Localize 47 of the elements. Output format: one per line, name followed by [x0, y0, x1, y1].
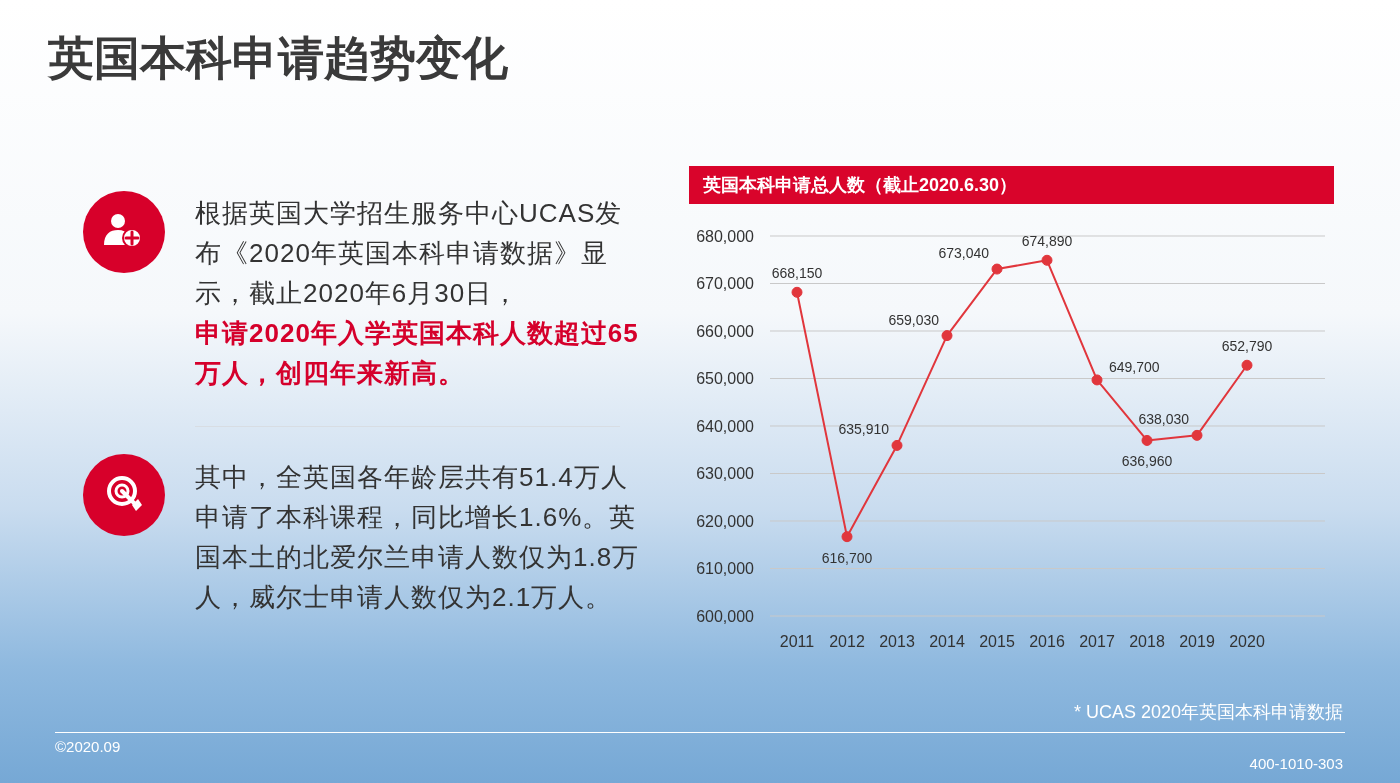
y-tick-label: 610,000 — [696, 560, 755, 578]
y-tick-label: 620,000 — [696, 512, 755, 530]
text: 400-1010-303 — [1249, 755, 1343, 772]
point — [891, 439, 903, 451]
point — [791, 286, 803, 298]
point — [1141, 434, 1153, 446]
data-label: 616,700 — [821, 549, 873, 566]
text: 根据英国大学招生服务中心UCAS发布《2020年英国本科申请数据》显示，截止2020年6月30日， — [195, 198, 623, 308]
data-label: 674,890 — [1021, 233, 1073, 250]
y-tick-label: 660,000 — [696, 322, 755, 340]
x-tick-label: 2018 — [1129, 633, 1165, 651]
y-tick-label: 670,000 — [696, 275, 755, 293]
x-tick-label: 2012 — [829, 633, 865, 651]
point — [1191, 429, 1203, 441]
data-label: 668,150 — [771, 265, 823, 282]
data-label: 635,910 — [838, 421, 890, 438]
data-label: 649,700 — [1109, 358, 1160, 375]
point — [841, 531, 853, 543]
point — [1041, 254, 1053, 266]
point — [1091, 374, 1103, 386]
text: * UCAS 2020年英国本科申请数据 — [1073, 702, 1343, 722]
point — [991, 263, 1003, 275]
x-tick-label: 2015 — [979, 633, 1015, 651]
data-label: 636,960 — [1121, 453, 1173, 470]
text: 其中，全英国各年龄层共有51.4万人申请了本科课程，同比增长1.6%。英国本土的北爱尔兰申请人数仅为1.8万人，威尔士申请人数仅为2.1万人。 — [195, 462, 640, 612]
x-tick-label: 2016 — [1029, 633, 1065, 651]
chart-subtitle: 英国本科申请总人数（截止2020.6.30） — [703, 175, 1018, 195]
x-tick-label: 2013 — [879, 633, 915, 651]
data-label: 638,030 — [1138, 411, 1190, 428]
data-label: 652,790 — [1221, 338, 1273, 355]
data-label: 659,030 — [888, 311, 940, 328]
y-tick-label: 600,000 — [696, 607, 755, 625]
data-label: 673,040 — [938, 245, 990, 262]
x-tick-label: 2019 — [1179, 633, 1215, 651]
x-tick-label: 2014 — [929, 633, 965, 651]
text: 英国本科申请趋势变化 — [48, 32, 508, 84]
y-tick-label: 680,000 — [696, 227, 755, 245]
y-tick-label: 650,000 — [696, 370, 755, 388]
point — [941, 330, 953, 342]
x-tick-label: 2017 — [1079, 633, 1115, 651]
x-tick-label: 2020 — [1229, 633, 1265, 651]
x-tick-label: 2011 — [779, 633, 815, 651]
text: 申请2020年入学英国本科人数超过65万人，创四年来新高。 — [195, 318, 639, 388]
point — [1241, 359, 1253, 371]
y-tick-label: 630,000 — [696, 465, 755, 483]
y-tick-label: 640,000 — [696, 417, 755, 435]
text: ©2020.09 — [55, 738, 121, 755]
